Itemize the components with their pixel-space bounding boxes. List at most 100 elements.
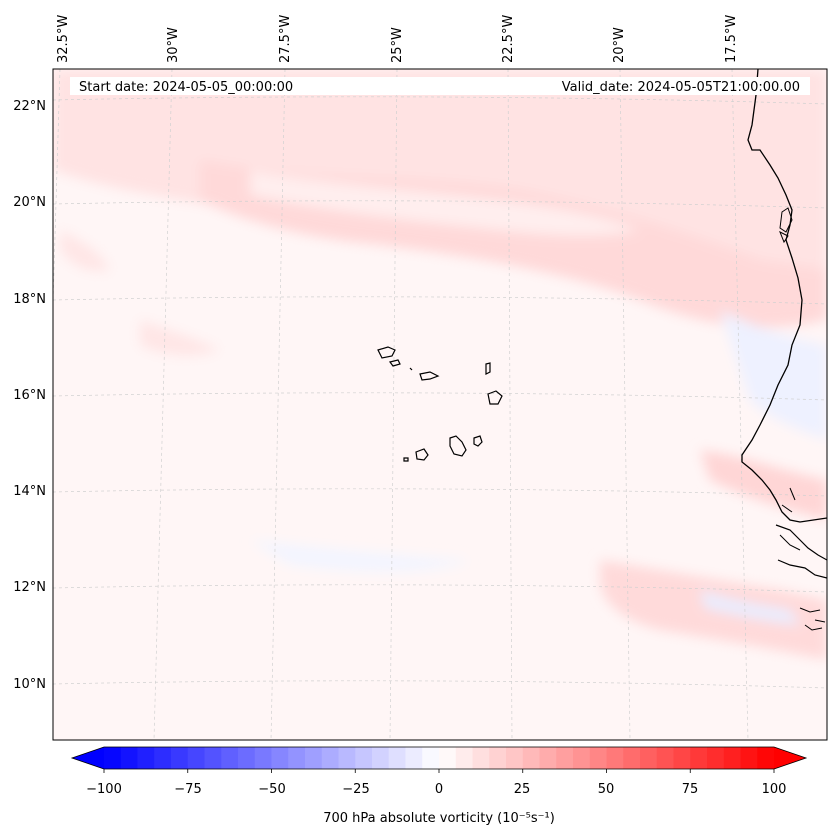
colorbar-segment (338, 747, 356, 769)
colorbar-segment (187, 747, 205, 769)
colorbar-segment (472, 747, 490, 769)
colorbar-segment (656, 747, 674, 769)
guinea-bissau-coast (775, 524, 827, 561)
colorbar-segment (539, 747, 557, 769)
gridline-lat (53, 680, 827, 689)
island-fogo (415, 448, 429, 461)
colorbar-segment (104, 747, 122, 769)
gridline-lon (619, 69, 631, 740)
island-santiago (449, 435, 467, 457)
colorbar-segment (221, 747, 239, 769)
gridline-lat (53, 96, 827, 105)
lat-label: 12°N (13, 580, 46, 595)
gambia-coast (777, 559, 827, 579)
colorbar-segment (405, 747, 423, 769)
weak-negative-patch (250, 540, 470, 572)
colorbar-tick-label: 100 (762, 782, 787, 797)
colorbar-title: 700 hPa absolute vorticity (10⁻⁵s⁻¹) (323, 811, 555, 826)
colorbar-segment (171, 747, 189, 769)
gridline-lon (731, 69, 749, 740)
lat-label: 10°N (13, 677, 46, 692)
small-positive-patch (140, 320, 220, 356)
island-maio (473, 435, 483, 447)
colorbar-segment (589, 747, 607, 769)
colorbar-segment (556, 747, 574, 769)
lat-label: 16°N (13, 388, 46, 403)
island-sao-vicente (388, 359, 401, 367)
colorbar-tick-label: −50 (258, 782, 285, 797)
colorbar-tick-label: −25 (342, 782, 369, 797)
colorbar-segment (271, 747, 289, 769)
colorbar-segment (120, 747, 138, 769)
colorbar-segment (355, 747, 373, 769)
island-santa-luzia (409, 367, 413, 371)
island-santo-antao (377, 346, 396, 359)
vorticity-field (53, 69, 827, 660)
lon-label: 17.5°W (724, 15, 739, 63)
positive-vorticity-south (600, 560, 827, 660)
colorbar-segment (489, 747, 507, 769)
colorbar-segment (573, 747, 591, 769)
colorbar-extend-min (72, 747, 104, 769)
cap-blanc-coast (779, 207, 793, 244)
date-strip (70, 77, 810, 95)
map-area (53, 69, 827, 740)
colorbar-segment (690, 747, 708, 769)
positive-vorticity-coast (700, 450, 827, 520)
colorbar-segment (137, 747, 155, 769)
lat-label: 22°N (13, 99, 46, 114)
lon-label: 25°W (390, 27, 405, 63)
colorbar-segment (321, 747, 339, 769)
weak-band (250, 170, 640, 236)
colorbar-segment (740, 747, 758, 769)
colorbar-segment (254, 747, 272, 769)
lon-label: 22.5°W (501, 15, 516, 63)
colorbar-segment (204, 747, 222, 769)
colorbar-segment (506, 747, 524, 769)
colorbar-extend-max (774, 747, 806, 769)
colorbar-segment (455, 747, 473, 769)
colorbar-tick-label: 25 (514, 782, 531, 797)
lon-label: 20°W (612, 27, 627, 63)
lat-label: 14°N (13, 484, 46, 499)
colorbar-segment (288, 747, 306, 769)
gridline-lon (389, 69, 398, 740)
colorbar (70, 746, 808, 773)
colorbar-segment (623, 747, 641, 769)
island-brava (403, 457, 409, 462)
colorbar-segment (238, 747, 256, 769)
negative-vorticity-south (700, 590, 800, 625)
coastal-islands (779, 487, 826, 631)
colorbar-tick-label: −100 (86, 782, 122, 797)
map-frame (52, 68, 828, 741)
colorbar-segment (606, 747, 624, 769)
colorbar-segment (372, 747, 390, 769)
lat-label: 18°N (13, 292, 46, 307)
colorbar-segment (422, 747, 440, 769)
valid-date-label: Valid_date: 2024-05-05T21:00:00.00 (562, 80, 800, 95)
lat-label: 20°N (13, 195, 46, 210)
gridline-lat (53, 488, 827, 497)
lon-label: 27.5°W (278, 15, 293, 63)
colorbar-segment (439, 747, 457, 769)
start-date-label: Start date: 2024-05-05_00:00:00 (79, 80, 293, 95)
gridline-lon (270, 69, 286, 740)
colorbar-segment (388, 747, 406, 769)
colorbar-segment (707, 747, 725, 769)
colorbar-segment (522, 747, 540, 769)
colorbar-segment (723, 747, 741, 769)
island-sao-nicolau (419, 371, 440, 381)
africa-coastline (741, 69, 827, 523)
island-boa-vista (487, 390, 503, 405)
cape-verde-islands (377, 346, 503, 462)
longitude-labels: 32.5°W 30°W 27.5°W 25°W 22.5°W 20°W 17.5… (56, 15, 739, 63)
small-positive-patch-west (60, 230, 110, 272)
colorbar-tick-label: 50 (598, 782, 615, 797)
colorbar-tick-label: −75 (174, 782, 201, 797)
gridline-lat (53, 200, 827, 209)
colorbar-segment (673, 747, 691, 769)
colorbar-segment (305, 747, 323, 769)
colorbar-segment (757, 747, 775, 769)
negative-vorticity-coast (720, 310, 827, 440)
